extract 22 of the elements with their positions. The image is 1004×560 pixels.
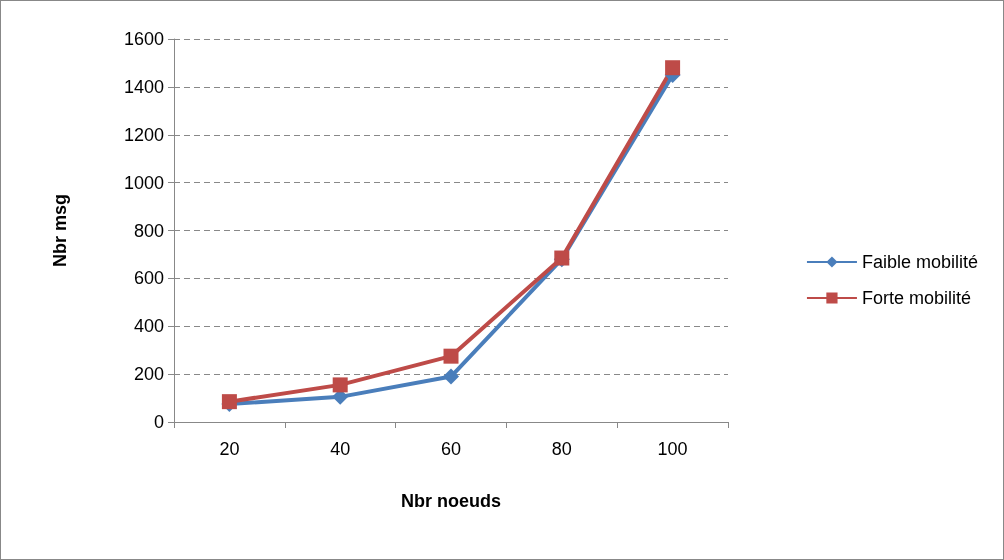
- y-tick-label: 1200: [123, 124, 164, 145]
- y-tick-label: 0: [153, 412, 164, 432]
- point: [332, 377, 348, 393]
- y-tick-label: 1600: [123, 29, 164, 49]
- legend-label: Forte mobilité: [861, 288, 971, 308]
- x-tick-label: 60: [440, 439, 462, 459]
- y-tick-label: 400: [133, 316, 164, 337]
- x-tick-label: 20: [219, 439, 240, 459]
- point: [665, 60, 681, 76]
- y-tick-label: 200: [133, 364, 164, 385]
- y-tick-label: 1400: [123, 76, 164, 97]
- x-axis-title: Nbr noeuds: [400, 491, 502, 511]
- y-axis-title: Nbr msg: [50, 193, 70, 268]
- y-tick-label: 1000: [123, 172, 164, 193]
- x-tick-label: 100: [657, 439, 688, 459]
- y-tick-label: 800: [133, 220, 164, 241]
- x-tick-label: 80: [551, 439, 572, 459]
- x-tick-label: 40: [330, 439, 351, 459]
- point: [443, 348, 459, 364]
- y-tick-label: 600: [133, 268, 164, 289]
- point: [443, 368, 459, 385]
- legend-label: Faible mobilité: [861, 252, 979, 272]
